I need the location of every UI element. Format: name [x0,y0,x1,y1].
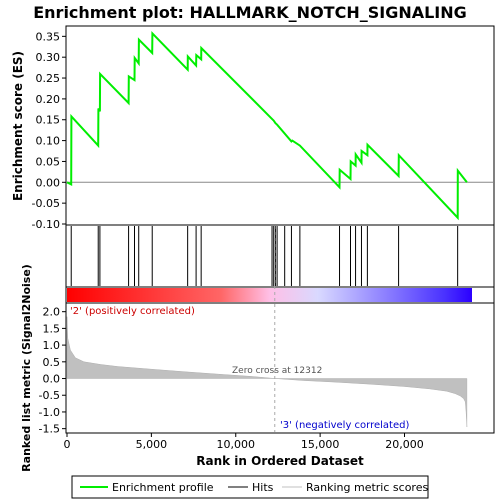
metric-y-tick-label: 1.5 [43,322,61,335]
es-y-tick-label: -0.10 [32,218,60,231]
rank-x-tick-label: 10,000 [217,438,256,451]
es-y-tick-label: 0.00 [36,176,61,189]
hits-panel [65,224,495,288]
metric-y-axis-label: Ranked list metric (Signal2Noise) [20,264,33,472]
es-y-tick-label: 0.10 [36,135,61,148]
rank-x-tick-label: 5,000 [136,438,168,451]
es-y-tick-label: 0.05 [36,155,61,168]
es-y-axis-label: Enrichment score (ES) [11,51,25,201]
es-y-axis: -0.10 -0.05 0.00 0.05 0.10 0.15 0.20 0.25 0.30 0.… [32,30,66,231]
es-y-tick-label: 0.15 [36,114,61,127]
positive-correlation-label: '2' (positively correlated) [70,306,195,317]
legend-label-ranking: Ranking metric scores [306,481,428,494]
enrichment-profile-line [66,30,468,221]
chart-title: Enrichment plot: HALLMARK_NOTCH_SIGNALIN… [33,3,467,22]
metric-y-tick-label: -1.0 [39,406,60,419]
es-y-tick-label: 0.30 [36,51,61,64]
metric-y-tick-label: -1.5 [39,423,60,436]
enrichment-panel: -0.10 -0.05 0.00 0.05 0.10 0.15 0.20 0.25 0.30 0.… [11,25,495,231]
rank-colorbar [67,288,472,302]
metric-y-tick-label: 0.5 [43,356,61,369]
es-y-tick-label: -0.05 [32,197,60,210]
legend: Enrichment profile Hits Ranking metric s… [71,475,429,499]
es-y-tick-label: 0.25 [36,72,61,85]
rank-x-tick-label: 20,000 [385,438,424,451]
legend-frame [71,475,429,499]
metric-y-tick-label: -0.5 [39,389,60,402]
metric-y-tick-label: 2.0 [43,306,61,319]
rank-x-axis: 0 5,000 10,000 15,000 20,000 [64,433,424,451]
ranked-metric-panel: -1.5 -1.0 -0.5 0.0 0.5 1.0 1.5 2.0 0 5,000 10,000… [20,226,495,472]
enrichment-plot-frame [65,25,495,226]
metric-y-tick-label: 1.0 [43,339,61,352]
ranking-metric-area [66,316,468,428]
hits-frame [65,224,495,288]
zero-cross-label: Zero cross at 12312 [232,366,322,376]
rank-colorbar-panel [65,286,495,304]
metric-y-tick-label: 0.0 [43,373,61,386]
es-y-tick-label: 0.35 [36,30,61,43]
rank-x-tick-label: 15,000 [301,438,340,451]
es-y-tick-label: 0.20 [36,93,61,106]
x-axis-label: Rank in Ordered Dataset [196,454,364,468]
legend-label-enrichment: Enrichment profile [112,481,214,494]
legend-label-hits: Hits [252,481,274,494]
rank-x-tick-label: 0 [64,438,71,451]
metric-y-axis: -1.5 -1.0 -0.5 0.0 0.5 1.0 1.5 2.0 [39,306,66,436]
negative-correlation-label: '3' (negatively correlated) [280,420,409,431]
hit-markers [70,226,459,286]
